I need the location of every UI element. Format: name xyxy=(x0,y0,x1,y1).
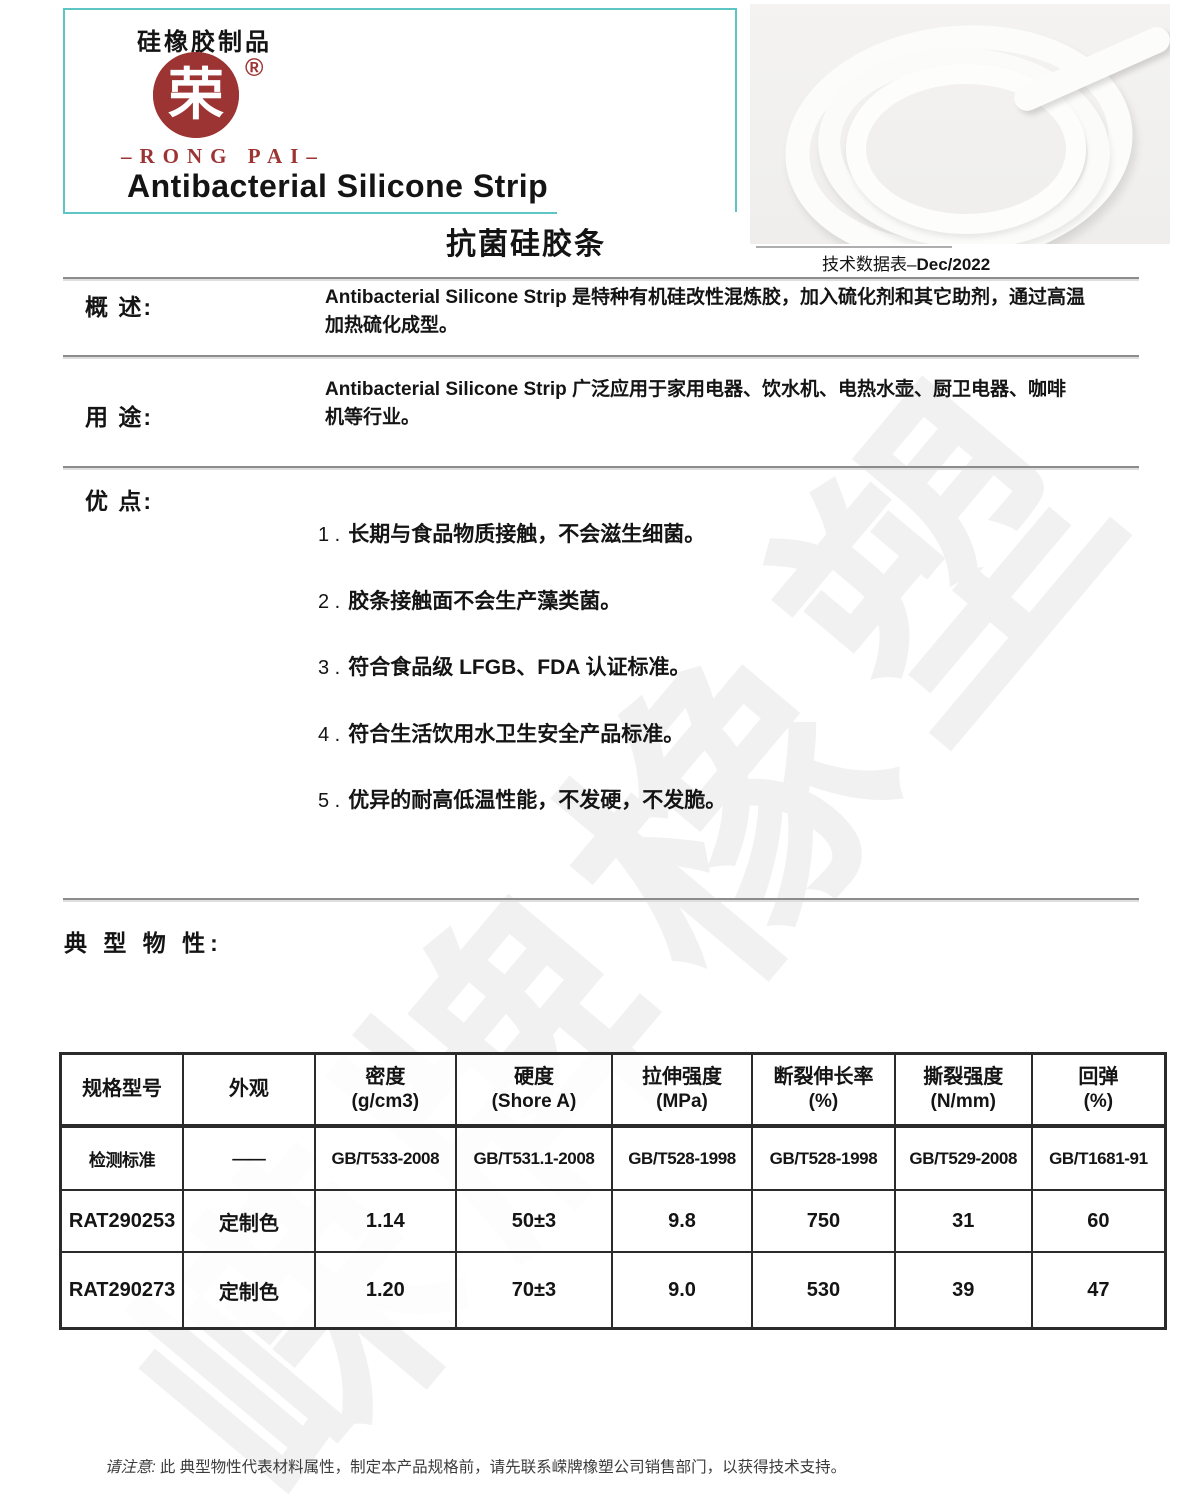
usage-label: 用 途: xyxy=(85,404,154,430)
overview-label: 概 述: xyxy=(85,294,154,320)
usage-body: Antibacterial Silicone Strip 广泛应用于家用电器、饮… xyxy=(325,376,1145,431)
brand-box: 硅橡胶制品 荣 ® –RONG PAI– Antibacterial Silic… xyxy=(63,8,737,214)
table-cell: 定制色 xyxy=(182,1189,316,1253)
table-cell: 50±3 xyxy=(455,1189,613,1253)
seal-glyph: 荣 xyxy=(168,63,224,126)
advantage-item: 2 . 胶条接触面不会生产藻类菌。 xyxy=(318,585,726,652)
table-cell: 60 xyxy=(1030,1189,1167,1253)
advantage-item: 4 . 符合生活饮用水卫生安全产品标准。 xyxy=(318,718,726,785)
product-title-en: Antibacterial Silicone Strip xyxy=(127,168,549,204)
advantage-item: 5 . 优异的耐高低温性能，不发硬，不发脆。 xyxy=(318,784,726,851)
advantage-number: 4 . xyxy=(318,723,341,746)
section-divider xyxy=(63,466,1139,470)
table-cell: RAT290253 xyxy=(59,1189,185,1253)
advantage-item: 3 . 符合食品级 LFGB、FDA 认证标准。 xyxy=(318,651,726,718)
advantage-text: 优异的耐高低温性能，不发硬，不发脆。 xyxy=(348,789,727,812)
footer-notice-text: 此 典型物性代表材料属性，制定本产品规格前，请先联系嵘牌橡塑公司销售部门，以获得… xyxy=(159,1459,847,1476)
usage-line: 机等行业。 xyxy=(325,406,421,428)
rongpai-seal-logo: 荣 xyxy=(153,52,239,138)
section-divider xyxy=(63,277,1139,281)
column-header-appearance: 外观 xyxy=(182,1052,316,1128)
table-cell: —— xyxy=(182,1125,316,1191)
properties-table: 规格型号 外观 密度 (g/cm3) 硬度 (Shore A) 拉伸强度 (MPa) … xyxy=(59,1052,1167,1330)
company-tagline: 硅橡胶制品 xyxy=(137,29,272,56)
overview-line: Antibacterial Silicone Strip 是特种有机硅改性混炼胶… xyxy=(325,287,1086,308)
table-cell: 检测标准 xyxy=(59,1125,185,1191)
column-header-model: 规格型号 xyxy=(59,1052,185,1128)
product-title-cn: 抗菌硅胶条 xyxy=(446,228,606,261)
advantage-text: 长期与食品物质接触，不会滋生细菌。 xyxy=(348,523,706,546)
table-cell: 750 xyxy=(751,1189,896,1253)
section-divider xyxy=(63,898,1139,902)
footer-notice: 请注意: 此 典型物性代表材料属性，制定本产品规格前，请先联系嵘牌橡塑公司销售部门… xyxy=(105,1455,846,1477)
product-photo xyxy=(750,4,1170,244)
datasheet-date: Dec/2022 xyxy=(916,255,991,274)
advantage-number: 1 . xyxy=(318,524,341,546)
brand-name: –RONG PAI– xyxy=(121,144,325,168)
column-header-tensile: 拉伸强度 (MPa) xyxy=(610,1052,754,1128)
advantages-list: 1 . 长期与食品物质接触，不会滋生细菌。 2 . 胶条接触面不会生产藻类菌。 3 … xyxy=(318,518,726,851)
column-header-elongation: 断裂伸长率 (%) xyxy=(751,1052,896,1128)
datasheet-caption: 技术数据表–Dec/2022 xyxy=(822,250,990,275)
column-header-rebound: 回弹 (%) xyxy=(1030,1052,1167,1128)
advantage-number: 2 . xyxy=(318,590,341,613)
section-divider xyxy=(63,355,1139,359)
registered-trademark-icon: ® xyxy=(245,54,264,82)
photo-caption-rule xyxy=(756,246,952,248)
column-header-tear: 撕裂强度 (N/mm) xyxy=(893,1052,1033,1128)
table-cell: 1.20 xyxy=(313,1251,458,1330)
table-cell: 31 xyxy=(893,1189,1033,1253)
table-cell: RAT290273 xyxy=(59,1251,185,1330)
table-cell: GB/T528-1998 xyxy=(751,1125,896,1191)
table-cell: 530 xyxy=(751,1251,896,1330)
table-cell: 定制色 xyxy=(182,1251,316,1330)
table-cell: GB/T533-2008 xyxy=(313,1125,458,1191)
table-cell: 9.0 xyxy=(610,1251,754,1330)
table-row: RAT290253 定制色 1.14 50±3 9.8 750 31 60 xyxy=(59,1189,1167,1253)
advantage-number: 5 . xyxy=(318,790,341,812)
column-header-hardness: 硬度 (Shore A) xyxy=(455,1052,613,1128)
table-cell: 70±3 xyxy=(455,1251,613,1330)
table-cell: GB/T529-2008 xyxy=(893,1125,1033,1191)
brand-box-underline xyxy=(63,212,557,214)
test-standard-row: 检测标准 —— GB/T533-2008 GB/T531.1-2008 GB/T… xyxy=(59,1125,1167,1191)
table-cell: 39 xyxy=(893,1251,1033,1330)
table-row: RAT290273 定制色 1.20 70±3 9.0 530 39 47 xyxy=(59,1251,1167,1330)
usage-line: Antibacterial Silicone Strip 广泛应用于家用电器、饮… xyxy=(325,379,1067,400)
advantages-label: 优 点: xyxy=(85,488,154,514)
column-header-density: 密度 (g/cm3) xyxy=(313,1052,458,1128)
datasheet-caption-label: 技术数据表– xyxy=(822,255,917,274)
table-cell: GB/T1681-91 xyxy=(1030,1125,1167,1191)
overview-line: 加热硫化成型。 xyxy=(325,314,459,336)
advantage-text: 符合生活饮用水卫生安全产品标准。 xyxy=(348,722,685,746)
advantage-item: 1 . 长期与食品物质接触，不会滋生细菌。 xyxy=(318,518,726,585)
table-header-row: 规格型号 外观 密度 (g/cm3) 硬度 (Shore A) 拉伸强度 (MPa) … xyxy=(59,1052,1167,1128)
properties-label: 典 型 物 性: xyxy=(64,930,223,956)
advantage-text: 胶条接触面不会生产藻类菌。 xyxy=(348,589,622,613)
table-cell: GB/T528-1998 xyxy=(610,1125,754,1191)
table-cell: 47 xyxy=(1030,1251,1167,1330)
table-cell: 1.14 xyxy=(313,1189,458,1253)
advantage-text: 符合食品级 LFGB、FDA 认证标准。 xyxy=(348,656,691,679)
footer-notice-label: 请注意: xyxy=(105,1459,156,1476)
advantage-number: 3 . xyxy=(318,657,341,679)
table-cell: 9.8 xyxy=(610,1189,754,1253)
overview-body: Antibacterial Silicone Strip 是特种有机硅改性混炼胶… xyxy=(325,284,1145,339)
table-cell: GB/T531.1-2008 xyxy=(455,1125,613,1191)
